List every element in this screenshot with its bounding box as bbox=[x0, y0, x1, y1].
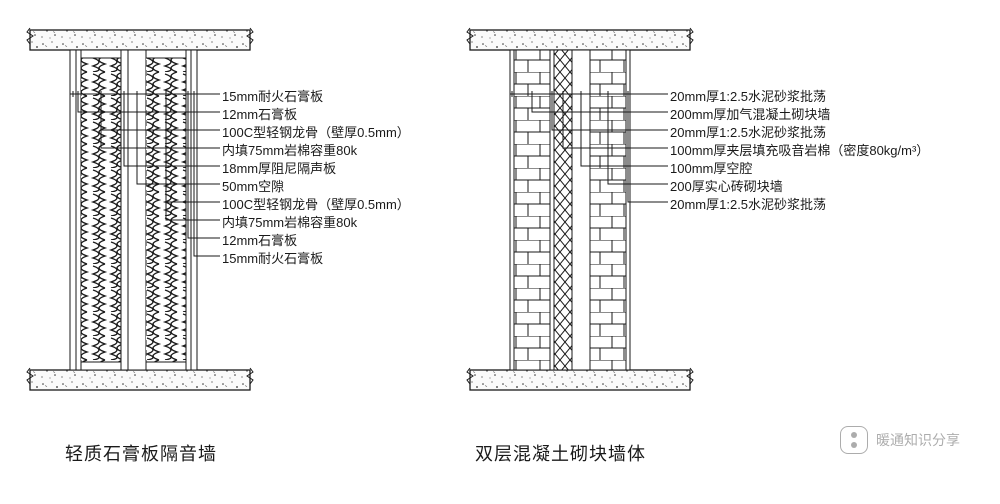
left-label-1: 12mm石膏板 bbox=[222, 104, 297, 123]
wechat-icon bbox=[840, 426, 868, 454]
right-label-4: 100mm厚空腔 bbox=[670, 158, 752, 177]
left-label-4: 18mm厚阻尼隔声板 bbox=[222, 158, 336, 177]
right-caption: 双层混凝土砌块墙体 bbox=[475, 440, 646, 466]
left-label-5: 50mm空隙 bbox=[222, 176, 284, 195]
left-caption: 轻质石膏板隔音墙 bbox=[65, 440, 217, 466]
left-label-3: 内填75mm岩棉容重80k bbox=[222, 140, 357, 159]
left-label-2: 100C型轻钢龙骨（壁厚0.5mm） bbox=[222, 122, 410, 141]
right-label-1: 200mm厚加气混凝土砌块墙 bbox=[670, 104, 830, 123]
left-label-9: 15mm耐火石膏板 bbox=[222, 248, 323, 267]
right-diagram bbox=[467, 28, 693, 390]
left-label-8: 12mm石膏板 bbox=[222, 230, 297, 249]
left-label-7: 内填75mm岩棉容重80k bbox=[222, 212, 357, 231]
left-label-6: 100C型轻钢龙骨（壁厚0.5mm） bbox=[222, 194, 410, 213]
left-label-0: 15mm耐火石膏板 bbox=[222, 86, 323, 105]
right-label-5: 200厚实心砖砌块墙 bbox=[670, 176, 783, 195]
right-label-0: 20mm厚1:2.5水泥砂浆批荡 bbox=[670, 86, 826, 105]
watermark-text: 暖通知识分享 bbox=[876, 430, 960, 450]
left-diagram bbox=[27, 28, 253, 390]
right-label-3: 100mm厚夹层填充吸音岩棉（密度80kg/m³） bbox=[670, 140, 929, 159]
right-label-2: 20mm厚1:2.5水泥砂浆批荡 bbox=[670, 122, 826, 141]
watermark: 暖通知识分享 bbox=[840, 426, 960, 454]
right-label-6: 20mm厚1:2.5水泥砂浆批荡 bbox=[670, 194, 826, 213]
